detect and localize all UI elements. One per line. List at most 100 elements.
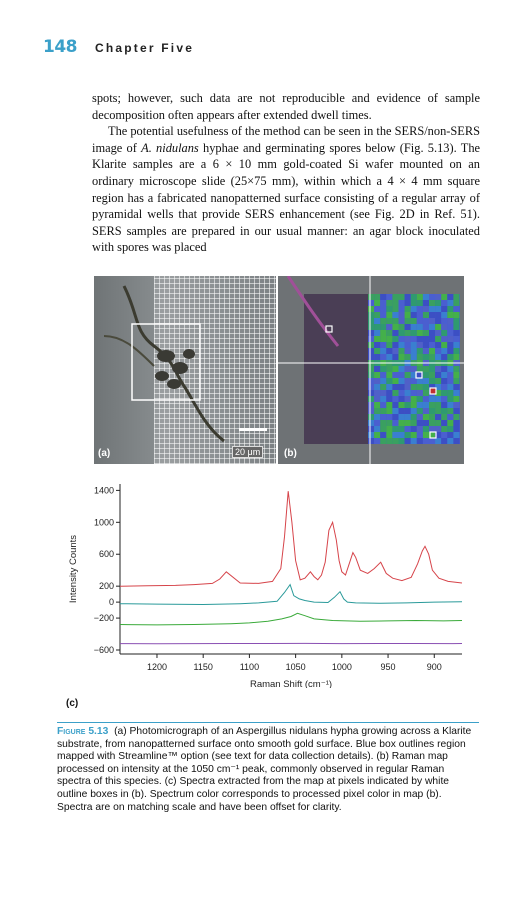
species-name: A. nidulans [141, 140, 199, 155]
body-text: spots; however, such data are not reprod… [92, 90, 480, 256]
map-pixel [447, 402, 454, 408]
map-pixel [380, 342, 387, 348]
y-tick-label: 200 [99, 581, 114, 591]
map-pixel [416, 312, 423, 318]
map-pixel [404, 324, 411, 330]
map-pixel [429, 336, 436, 342]
map-pixel [386, 348, 393, 354]
map-pixel [447, 324, 454, 330]
map-pixel [374, 384, 381, 390]
map-pixel [392, 378, 399, 384]
panel-c-label: (c) [66, 698, 79, 709]
y-tick-label: 0 [109, 597, 114, 607]
map-pixel [398, 420, 405, 426]
chapter-title: Chapter Five [95, 41, 195, 55]
map-pixel [416, 348, 423, 354]
map-pixel [386, 438, 393, 444]
map-pixel [447, 318, 454, 324]
map-pixel [398, 390, 405, 396]
spectrum-line-1 [119, 491, 463, 587]
map-pixel [422, 432, 429, 438]
map-pixel [368, 432, 375, 438]
map-pixel [441, 426, 448, 432]
map-pixel [404, 318, 411, 324]
map-pixel [435, 372, 442, 378]
smooth-gold-region [94, 276, 154, 464]
map-pixel [429, 300, 436, 306]
map-pixel [453, 402, 460, 408]
map-pixel [392, 306, 399, 312]
map-pixel [453, 396, 460, 402]
figure-panel-b-raman-map: (b) [278, 276, 464, 464]
map-pixel [398, 372, 405, 378]
map-pixel [380, 432, 387, 438]
map-pixel [416, 414, 423, 420]
map-pixel [404, 336, 411, 342]
map-pixel [386, 402, 393, 408]
map-pixel [422, 402, 429, 408]
map-pixel [404, 300, 411, 306]
map-pixel [453, 354, 460, 360]
map-pixel [398, 294, 405, 300]
map-pixel [435, 294, 442, 300]
map-pixel [447, 366, 454, 372]
map-pixel [404, 354, 411, 360]
map-pixel [404, 402, 411, 408]
map-pixel [368, 294, 375, 300]
map-pixel [386, 396, 393, 402]
map-pixel [404, 306, 411, 312]
map-pixel [368, 384, 375, 390]
map-pixel [429, 324, 436, 330]
map-pixel [422, 300, 429, 306]
map-pixel [404, 330, 411, 336]
map-pixel [429, 366, 436, 372]
map-pixel [416, 342, 423, 348]
map-pixel [453, 438, 460, 444]
map-pixel [404, 408, 411, 414]
map-pixel [386, 366, 393, 372]
map-pixel [410, 438, 417, 444]
map-pixel [392, 312, 399, 318]
map-pixel [429, 378, 436, 384]
map-pixel [368, 408, 375, 414]
map-pixel [368, 300, 375, 306]
map-pixel [392, 324, 399, 330]
map-pixel [368, 312, 375, 318]
map-pixel [410, 384, 417, 390]
map-pixel [380, 348, 387, 354]
map-pixel [386, 324, 393, 330]
map-pixel [441, 378, 448, 384]
map-pixel [422, 408, 429, 414]
map-pixel [447, 342, 454, 348]
map-pixel [380, 312, 387, 318]
map-pixel [453, 336, 460, 342]
map-pixel [410, 432, 417, 438]
map-pixel [447, 420, 454, 426]
paragraph-2: The potential usefulness of the method c… [92, 123, 480, 256]
map-pixel [422, 396, 429, 402]
map-pixel [416, 402, 423, 408]
raman-map-image [278, 276, 464, 464]
map-pixel [386, 300, 393, 306]
map-pixel [392, 300, 399, 306]
map-pixel [410, 396, 417, 402]
map-pixel [410, 348, 417, 354]
map-pixel [404, 396, 411, 402]
map-pixel [380, 366, 387, 372]
map-pixel [422, 306, 429, 312]
map-pixel [410, 420, 417, 426]
map-pixel [441, 408, 448, 414]
map-pixel [441, 414, 448, 420]
map-pixel [453, 324, 460, 330]
map-pixel [368, 396, 375, 402]
map-pixel [380, 414, 387, 420]
y-axis-label: Intensity Counts [68, 535, 79, 603]
map-pixel [386, 390, 393, 396]
map-pixel [422, 426, 429, 432]
map-pixel [447, 306, 454, 312]
map-pixel [453, 426, 460, 432]
map-pixel [453, 348, 460, 354]
map-pixel [441, 318, 448, 324]
map-pixel [374, 378, 381, 384]
map-pixel [386, 330, 393, 336]
